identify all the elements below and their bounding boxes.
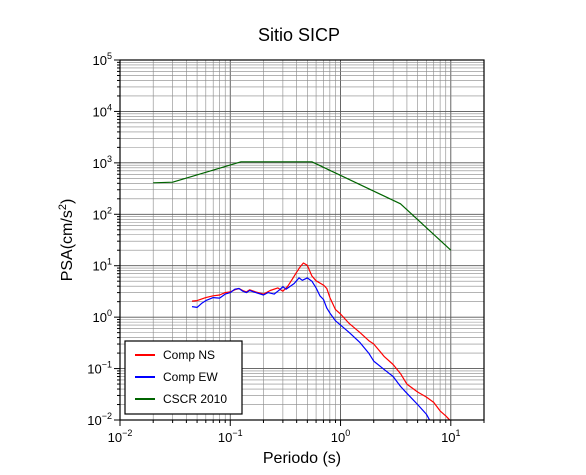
y-tick-label: 10−2 [87, 411, 112, 428]
plot-frame [119, 59, 485, 421]
x-tick-label: 10−2 [108, 428, 133, 445]
legend-label: Comp EW [163, 370, 218, 384]
series-line-2 [191, 277, 431, 420]
tick-marks [114, 59, 485, 426]
y-tick-label: 103 [93, 154, 112, 171]
x-tick-label: 101 [441, 428, 460, 445]
y-tick-label: 105 [93, 51, 112, 68]
y-tick-label: 10−1 [87, 360, 112, 377]
series-line-3 [153, 161, 452, 251]
x-tick-labels: 10−2 10−1 100 101 [108, 428, 461, 445]
grid [120, 60, 484, 420]
y-tick-label: 100 [93, 308, 112, 325]
legend-label: CSCR 2010 [163, 392, 227, 406]
y-axis-label: PSA(cm/s2) [57, 199, 76, 282]
y-tick-labels: 10−2 10−1 100 101 102 103 104 105 [87, 51, 112, 428]
x-tick-label: 10−1 [218, 428, 243, 445]
series-lines [153, 161, 452, 420]
legend-label: Comp NS [163, 348, 215, 362]
y-tick-label: 102 [93, 205, 112, 222]
chart-title: Sitio SICP [258, 25, 340, 45]
y-tick-label: 101 [93, 257, 112, 274]
x-tick-label: 100 [331, 428, 350, 445]
y-tick-label: 104 [93, 102, 112, 119]
legend: Comp NS Comp EW CSCR 2010 [124, 340, 243, 415]
x-axis-label: Periodo (s) [263, 450, 341, 467]
